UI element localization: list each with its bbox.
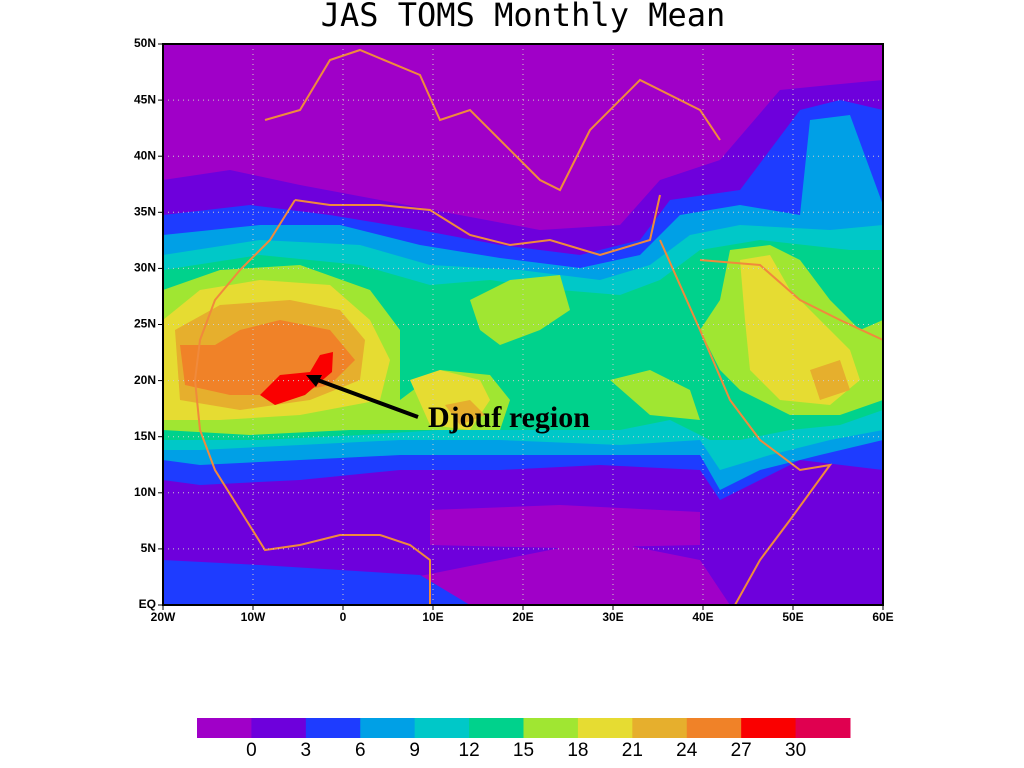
x-tick-label: 10W <box>241 610 266 624</box>
y-tick-label: 50N <box>134 36 156 50</box>
colorbar-box <box>686 718 742 738</box>
colorbar-label: 3 <box>301 740 312 761</box>
colorbar-box <box>523 718 579 738</box>
colorbar-box <box>197 718 252 738</box>
y-tick-label: 30N <box>134 261 156 275</box>
y-tick-label: EQ <box>139 597 156 611</box>
y-tick-label: 40N <box>134 148 156 162</box>
colorbar-label: 27 <box>731 740 752 761</box>
x-tick-label: 40E <box>692 610 713 624</box>
colorbar-box <box>414 718 470 738</box>
contour <box>445 400 485 425</box>
colorbar-label: 12 <box>459 740 480 761</box>
y-tick-label: 20N <box>134 373 156 387</box>
colorbar-label: 15 <box>513 740 534 761</box>
colorbar-box <box>305 718 361 738</box>
colorbar-box <box>741 718 797 738</box>
colorbar-box <box>577 718 633 738</box>
colorbar-box <box>251 718 307 738</box>
coastline <box>193 199 431 605</box>
x-tick-label: 20W <box>151 610 176 624</box>
colorbar-box <box>795 718 851 738</box>
map-title: JAS TOMS Monthly Mean <box>321 0 726 34</box>
annotation-arrow <box>311 376 419 419</box>
coastline <box>264 48 721 192</box>
contour <box>260 352 333 405</box>
colorbar-label: 30 <box>785 740 806 761</box>
y-tick-label: 15N <box>134 429 156 443</box>
annotation: Djouf region <box>428 401 590 434</box>
contour <box>470 275 570 345</box>
colorbar-label: 9 <box>409 740 420 761</box>
colorbar-label: 18 <box>567 740 588 761</box>
coastline <box>699 259 883 341</box>
colorbar-box <box>360 718 416 738</box>
contour <box>430 505 700 548</box>
colorbar-label: 6 <box>355 740 366 761</box>
x-tick-label: 0 <box>340 610 347 624</box>
coastline <box>294 194 661 257</box>
y-tick-label: 35N <box>134 204 156 218</box>
colorbar-label: 0 <box>246 740 257 761</box>
contour <box>810 360 850 400</box>
contour <box>163 560 470 605</box>
colorbar-box <box>469 718 524 738</box>
x-tick-label: 30E <box>602 610 623 624</box>
x-tick-label: 10E <box>422 610 443 624</box>
x-tick-label: 60E <box>872 610 893 624</box>
y-tick-label: 10N <box>134 485 156 499</box>
coastline <box>659 239 833 605</box>
y-tick-label: 25N <box>134 317 156 331</box>
colorbar-box <box>632 718 688 738</box>
contour <box>610 370 700 420</box>
colorbar-label: 21 <box>622 740 643 761</box>
x-tick-label: 50E <box>782 610 803 624</box>
y-tick-label: 5N <box>141 541 156 555</box>
y-tick-label: 45N <box>134 92 156 106</box>
x-tick-label: 20E <box>512 610 533 624</box>
colorbar-label: 24 <box>676 740 698 761</box>
arrow-head <box>306 375 322 387</box>
